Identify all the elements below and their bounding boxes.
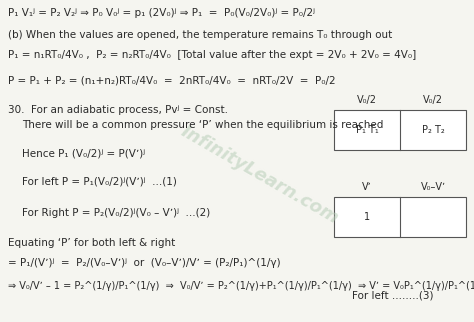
Text: V₀/2: V₀/2 xyxy=(357,95,377,105)
Text: ⇒ V₀/Vʼ – 1 = P₂^(1/γ)/P₁^(1/γ)  ⇒  V₀/Vʼ = P₂^(1/γ)+P₁^(1/γ)/P₁^(1/γ)  ⇒ Vʼ = V: ⇒ V₀/Vʼ – 1 = P₂^(1/γ)/P₁^(1/γ) ⇒ V₀/Vʼ … xyxy=(8,281,474,291)
Text: P₁ V₁ʲ = P₂ V₂ʲ ⇒ P₀ V₀ʲ = p₁ (2V₀)ʲ ⇒ P₁  =  P₀(V₀/2V₀)ʲ = P₀/2ʲ: P₁ V₁ʲ = P₂ V₂ʲ ⇒ P₀ V₀ʲ = p₁ (2V₀)ʲ ⇒ P… xyxy=(8,8,315,18)
Bar xyxy=(334,110,466,150)
Text: InfinityLearn.com: InfinityLearn.com xyxy=(178,122,342,228)
Text: Hence P₁ (V₀/2)ʲ = P(Vʼ)ʲ: Hence P₁ (V₀/2)ʲ = P(Vʼ)ʲ xyxy=(22,148,145,158)
Text: = P₁/(Vʼ)ʲ  =  P₂/(V₀–Vʼ)ʲ  or  (V₀–Vʼ)/Vʼ = (P₂/P₁)^(1/γ): = P₁/(Vʼ)ʲ = P₂/(V₀–Vʼ)ʲ or (V₀–Vʼ)/Vʼ =… xyxy=(8,258,281,268)
Text: There will be a common pressure ‘P’ when the equilibrium is reached: There will be a common pressure ‘P’ when… xyxy=(22,120,383,130)
Text: For left ........(3): For left ........(3) xyxy=(352,291,434,301)
Text: Vʼ: Vʼ xyxy=(362,182,372,192)
Text: P₁ = n₁RT₀/4V₀ ,  P₂ = n₂RT₀/4V₀  [Total value after the expt = 2V₀ + 2V₀ = 4V₀]: P₁ = n₁RT₀/4V₀ , P₂ = n₂RT₀/4V₀ [Total v… xyxy=(8,50,416,60)
Text: P₁ T₁: P₁ T₁ xyxy=(356,125,378,135)
Text: Equating ‘P’ for both left & right: Equating ‘P’ for both left & right xyxy=(8,238,175,248)
Text: 30.  For an adiabatic process, Pvʲ = Const.: 30. For an adiabatic process, Pvʲ = Cons… xyxy=(8,105,228,115)
Text: P = P₁ + P₂ = (n₁+n₂)RT₀/4V₀  =  2nRT₀/4V₀  =  nRT₀/2V  =  P₀/2: P = P₁ + P₂ = (n₁+n₂)RT₀/4V₀ = 2nRT₀/4V₀… xyxy=(8,75,336,85)
Text: V₀–Vʼ: V₀–Vʼ xyxy=(420,182,446,192)
Text: 1: 1 xyxy=(364,212,370,222)
Bar xyxy=(334,197,466,237)
Text: For Right P = P₂(V₀/2)ʲ(V₀ – Vʼ)ʲ  ...(2): For Right P = P₂(V₀/2)ʲ(V₀ – Vʼ)ʲ ...(2) xyxy=(22,208,210,218)
Text: P₂ T₂: P₂ T₂ xyxy=(422,125,444,135)
Text: For left P = P₁(V₀/2)ʲ(Vʼ)ʲ  ...(1): For left P = P₁(V₀/2)ʲ(Vʼ)ʲ ...(1) xyxy=(22,176,177,186)
Text: V₀/2: V₀/2 xyxy=(423,95,443,105)
Text: (b) When the values are opened, the temperature remains T₀ through out: (b) When the values are opened, the temp… xyxy=(8,30,392,40)
